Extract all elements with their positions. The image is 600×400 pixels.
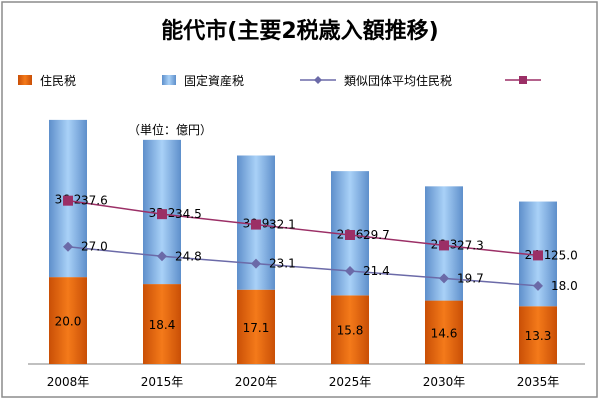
line-value-label-1-2: 32.1 [269, 218, 296, 232]
bar-value-label-0-2: 17.1 [243, 321, 270, 335]
line-value-label-0-2: 23.1 [269, 257, 296, 271]
line-point-0-4 [439, 273, 449, 284]
legend: 住民税 固定資産税 類似団体平均住民税 [18, 73, 541, 88]
line-point-1-3 [345, 229, 355, 240]
legend-label-0: 住民税 [40, 74, 76, 88]
bar-value-label-0-5: 13.3 [525, 329, 552, 343]
line-point-1-4 [439, 240, 449, 251]
bar-value-label-0-4: 14.6 [431, 326, 458, 340]
x-tick-label-4: 2030年 [423, 375, 466, 389]
line-point-0-3 [345, 266, 355, 277]
bar-value-label-0-1: 18.4 [149, 318, 176, 332]
line-point-1-0 [63, 195, 73, 206]
x-tick-label-3: 2025年 [329, 375, 372, 389]
bar-value-label-0-0: 20.0 [55, 315, 82, 329]
bar-resident-tax-3 [331, 295, 369, 364]
line-value-label-0-5: 18.0 [551, 279, 578, 293]
line-value-label-0-3: 21.4 [363, 264, 390, 278]
line-value-label-1-4: 27.3 [457, 238, 484, 252]
x-tick-label-2: 2020年 [235, 375, 278, 389]
line-point-0-2 [251, 258, 261, 269]
plot-area: 20.036.22008年18.433.22015年17.130.92020年1… [28, 119, 585, 389]
legend-swatch-1 [162, 75, 176, 85]
bar-resident-tax-4 [425, 300, 463, 364]
line-value-label-0-4: 19.7 [457, 271, 484, 285]
legend-label-line-0: 類似団体平均住民税 [344, 74, 452, 88]
line-value-label-0-1: 24.8 [175, 249, 202, 263]
x-tick-label-0: 2008年 [47, 375, 90, 389]
x-tick-label-1: 2015年 [141, 375, 184, 389]
bar-resident-tax-0 [49, 277, 87, 364]
line-value-label-1-3: 29.7 [363, 228, 390, 242]
line-value-label-1-1: 34.5 [175, 207, 202, 221]
legend-swatch-0 [18, 75, 32, 85]
legend-marker-0 [314, 76, 322, 84]
line-point-0-1 [157, 251, 167, 262]
line-point-1-1 [157, 209, 167, 220]
line-value-label-1-0: 37.6 [81, 194, 108, 208]
line-point-0-0 [63, 241, 73, 252]
line-series-0 [67, 245, 539, 287]
legend-label-1: 固定資産税 [184, 73, 244, 88]
line-point-1-5 [533, 250, 543, 261]
x-tick-label-5: 2035年 [517, 375, 560, 389]
bar-resident-tax-2 [237, 289, 275, 364]
bar-resident-tax-5 [519, 306, 557, 364]
chart-title: 能代市(主要2税歳入額推移) [161, 18, 438, 44]
legend-marker-1 [519, 76, 527, 84]
line-value-label-1-5: 25.0 [551, 248, 578, 262]
line-value-label-0-0: 27.0 [81, 240, 108, 254]
line-series-1 [67, 199, 539, 257]
line-point-1-2 [251, 219, 261, 230]
bar-value-label-0-3: 15.8 [337, 324, 364, 338]
unit-note: （単位：億円） [128, 122, 212, 137]
line-point-0-5 [533, 280, 543, 291]
bar-resident-tax-1 [143, 284, 181, 364]
